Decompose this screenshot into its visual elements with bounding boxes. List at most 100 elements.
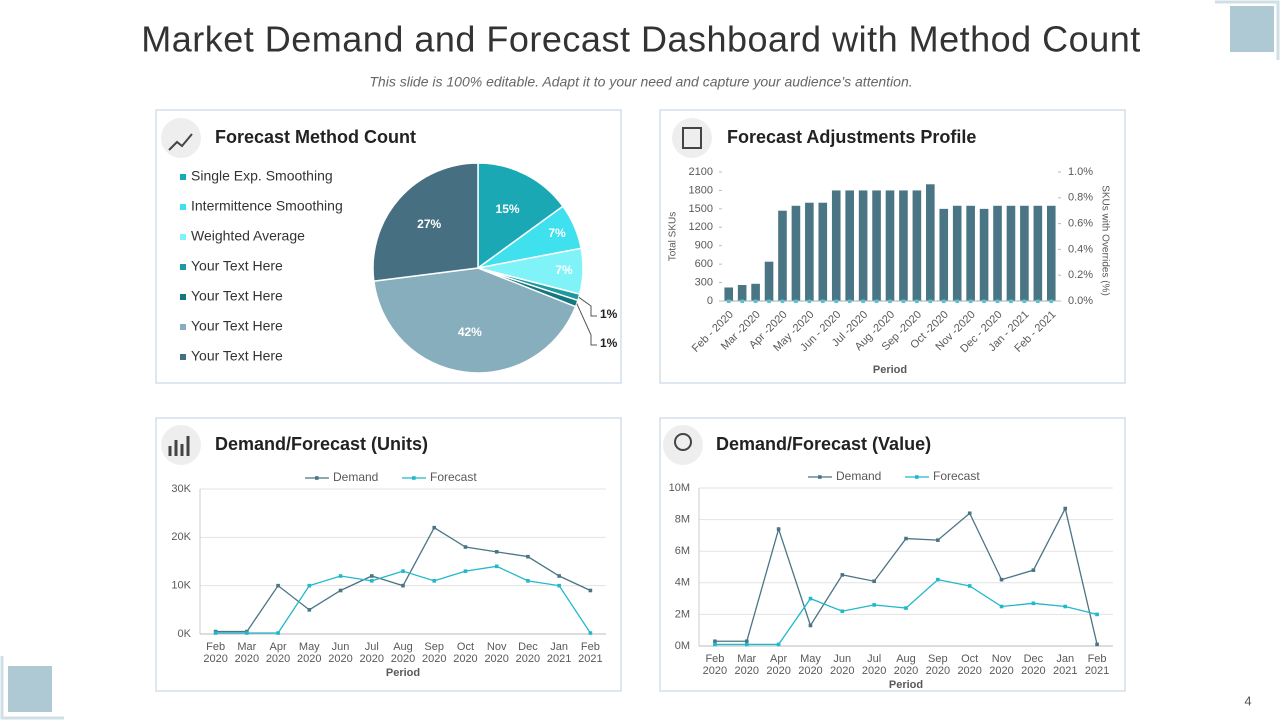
marker [1095, 642, 1099, 647]
marker [1063, 604, 1068, 609]
y-tick-label: 1800 [689, 184, 713, 196]
marker [588, 588, 593, 593]
marker [936, 577, 940, 582]
y-tick-label: 0.8% [1068, 192, 1093, 204]
marker [776, 642, 781, 647]
icon-bg [672, 118, 712, 158]
marker [463, 545, 468, 549]
x-tick-label: Dec 2020 [515, 641, 541, 665]
panel [155, 417, 622, 692]
x-tick-label: Dec 2020 [1021, 653, 1046, 677]
marker [776, 527, 781, 531]
marker [307, 608, 312, 612]
marker [840, 609, 845, 614]
marker [494, 550, 499, 554]
y-tick-label: 0M [675, 640, 690, 652]
icon [168, 133, 193, 151]
marker [307, 583, 312, 588]
legend-label: Intermittence Smoothing [191, 198, 343, 214]
bar [818, 202, 828, 301]
legend-label: Demand [836, 469, 881, 483]
x-axis-label: Period [386, 667, 420, 679]
y-tick-label: 0.0% [1068, 295, 1093, 307]
marker [967, 584, 972, 588]
x-tick-label: Nov 2020 [989, 653, 1014, 677]
y-tick-label: 300 [695, 276, 713, 288]
leader-line [578, 296, 597, 317]
legend-swatch [180, 174, 186, 180]
legend-swatch [180, 354, 186, 360]
y-tick-label: 2100 [689, 166, 713, 178]
panel-title: Demand/Forecast (Value) [716, 434, 931, 454]
legend-marker [818, 475, 822, 479]
x-axis-label: Period [873, 364, 907, 376]
x-tick-label: Apr 2020 [766, 653, 791, 677]
deco-frame [1215, 0, 1280, 60]
legend-label: Your Text Here [191, 288, 283, 304]
page-number: 4 [1244, 693, 1251, 708]
icon-bg [663, 425, 703, 465]
legend-label: Your Text Here [191, 348, 283, 364]
bar [885, 190, 895, 301]
data-label: 27% [417, 217, 441, 231]
data-label: 7% [555, 263, 573, 277]
y-tick-label: 10M [669, 482, 690, 494]
marker [999, 577, 1004, 582]
legend-label: Forecast [430, 470, 477, 484]
marker [872, 603, 876, 607]
y-tick-label: 4M [675, 577, 690, 589]
y-axis-label: Total SKUs [668, 212, 679, 261]
legend-marker [315, 476, 319, 480]
x-tick-label: May 2020 [297, 641, 322, 665]
marker [904, 606, 908, 610]
y-tick-label: 600 [695, 258, 713, 270]
bar [831, 190, 841, 301]
legend-marker [915, 475, 919, 479]
x-tick-label: Jan 2021 [546, 641, 572, 665]
marker [401, 569, 405, 573]
legend-label: Your Text Here [191, 318, 283, 334]
marker [432, 579, 437, 583]
marker [713, 639, 717, 644]
bar [845, 190, 854, 301]
legend-label: Your Text Here [191, 258, 283, 274]
marker [276, 583, 280, 588]
marker [526, 554, 530, 559]
legend-swatch [180, 204, 186, 210]
y-tick-label: 2M [675, 608, 690, 620]
data-label: 15% [496, 202, 520, 216]
slide-title: Market Demand and Forecast Dashboard wit… [141, 19, 1141, 60]
x-tick-label: May 2020 [798, 653, 823, 677]
bar [724, 287, 734, 301]
y-tick-label: 6M [675, 545, 690, 557]
marker [369, 579, 374, 583]
marker [840, 573, 845, 577]
data-label: 42% [458, 325, 482, 339]
deco-frame [0, 656, 64, 720]
marker [588, 631, 593, 635]
x-tick-label: Feb 2020 [203, 641, 228, 665]
x-tick-label: Sep 2020 [925, 653, 951, 677]
legend-swatch [180, 324, 186, 330]
marker [338, 588, 343, 593]
bar [1033, 205, 1043, 301]
marker [999, 604, 1004, 609]
bar [858, 190, 868, 301]
x-tick-label: Jul 2020 [861, 653, 887, 677]
x-tick-label: Apr 2020 [265, 641, 291, 665]
legend-swatch [180, 264, 186, 270]
x-tick-label: Jun 2020 [830, 653, 855, 677]
bar [926, 184, 935, 301]
y-tick-label: 0 [707, 295, 713, 307]
marker [369, 574, 374, 578]
x-tick-label: Nov 2020 [484, 641, 509, 665]
x-tick-label: Aug 2020 [893, 653, 919, 677]
bar [912, 190, 922, 301]
y2-axis-label: SKUs with Overrides (%) [1099, 185, 1110, 296]
icon [682, 127, 702, 149]
y-tick-label: 900 [695, 240, 713, 252]
bar [805, 202, 814, 301]
y-tick-label: 0.6% [1068, 218, 1093, 230]
